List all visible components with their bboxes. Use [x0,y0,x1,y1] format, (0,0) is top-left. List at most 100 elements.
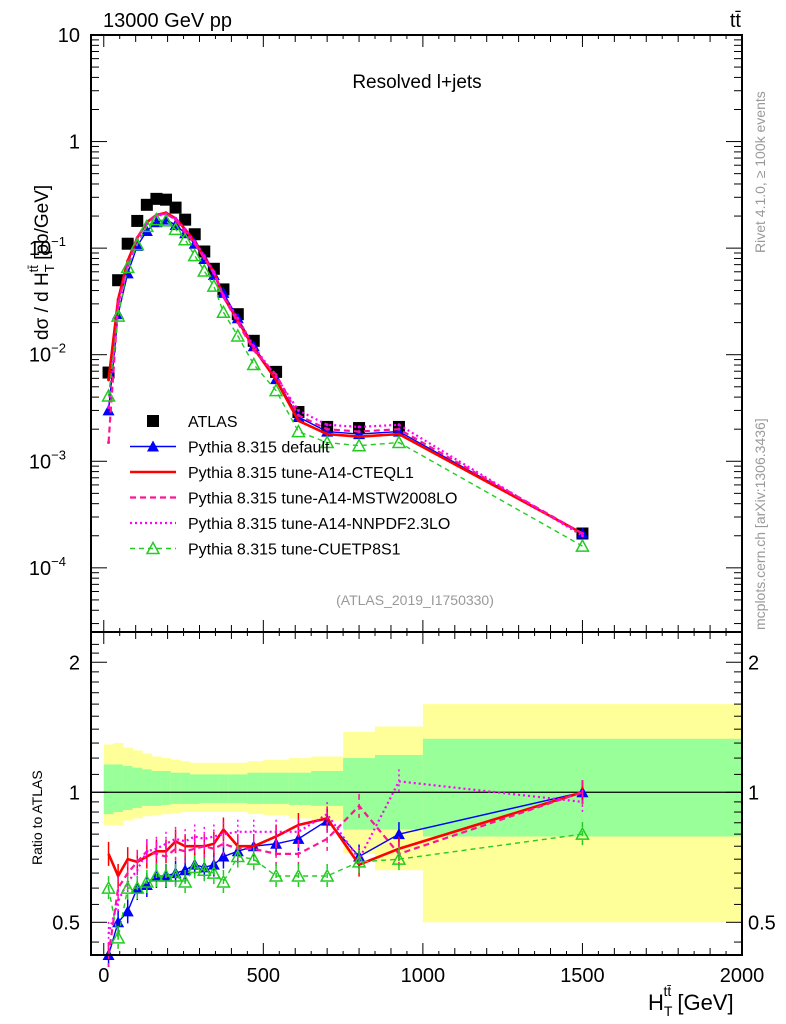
data-point [274,373,278,377]
y-tick-label: 10 [58,25,80,47]
x-tick-label: 1000 [401,965,446,987]
data-point [575,538,590,552]
green-band-bin [142,769,153,806]
ratio-panel-frame [90,631,743,956]
ratio-point [120,880,135,894]
y-tick-exponent: −3 [51,447,66,462]
ratio-point [216,874,231,888]
data-point [130,237,145,251]
ratio-point [149,868,164,882]
ratio-point [230,848,246,863]
green-band-bin [247,772,264,804]
legend-entry-pythia-8-315-tune-a14-mstw2008lo: Pythia 8.315 tune-A14-MSTW2008LO [130,491,457,508]
green-band-bin [263,772,290,804]
data-point [206,278,222,292]
series-line [107,213,584,537]
green-band-bin [209,774,220,803]
data-point [202,254,206,258]
data-point [397,427,401,431]
main-series-group [101,192,590,552]
ratio-point [292,832,305,844]
ratio-point [575,826,590,840]
ratio-point [158,868,174,882]
legend-marker-swatch [147,415,159,427]
data-point [174,216,178,220]
data-point [252,344,256,348]
series-pythia-8-315-tune-cuetp8s1 [101,212,590,552]
data-point [159,193,172,206]
green-band-bin [189,774,200,804]
data-point [236,316,240,320]
data-point [149,212,164,226]
data-point [139,218,155,233]
y-tick-label: 10−2 [29,341,66,367]
x-axis-label: HTtt̄ [GeV] [648,983,734,1019]
data-point [296,419,300,423]
green-band-bin [170,772,181,804]
legend-label: Pythia 8.315 tune-A14-MSTW2008LO [188,491,457,508]
ratio-point [319,868,335,882]
green-band-bin [122,766,133,810]
ratio-point [177,874,193,888]
ratio-y-axis-label: Ratio to ATLAS [29,770,45,865]
green-band-bin [113,764,124,813]
ratio-point [291,868,306,882]
main-y-axis-label-sub: T [42,264,57,272]
data-point [246,356,262,371]
green-band-bin [132,767,143,808]
data-point [212,270,216,274]
ratio-line [107,780,583,935]
series-atlas [102,192,589,540]
legend: ATLAS Pythia 8.315 default Pythia 8.315 tu… [130,414,457,559]
series-line [107,212,583,535]
ratio-y-tick-label: 2 [69,652,80,674]
ratio-point [110,930,126,944]
data-point [291,423,306,438]
ratio-series-group [101,769,590,967]
data-point [107,378,111,382]
y-tick-exponent: −1 [51,234,66,249]
green-band-bin [151,771,162,806]
data-point [391,434,407,449]
ratio-point [217,850,230,862]
data-point [216,304,231,319]
series-line [107,211,584,535]
data-point [397,432,401,436]
data-point [580,534,584,538]
legend-label: Pythia 8.315 tune-A14-CTEQL1 [188,465,414,482]
data-point [107,405,111,409]
ratio-point [246,851,262,865]
green-band-bin [311,771,344,806]
ratio-line [107,791,583,956]
legend-marker-swatch [145,540,161,555]
legend-label: Pythia 8.315 tune-CUETP8S1 [188,542,401,559]
legend-label: ATLAS [188,414,238,431]
ratio-point [197,862,212,876]
ratio-uncertainty-bands [91,704,743,923]
main-y-axis-label: dσ / d HTtt̄ [pb/GeV] [26,185,57,340]
data-point [168,221,183,236]
data-point [357,425,361,429]
data-point [325,427,329,431]
data-point [252,348,256,352]
ratio-point [351,854,367,868]
mcplots-label: mcplots.cern.ch [arXiv:1306.3436] [752,418,768,630]
main-y-axis-label-units: [pb/GeV] [32,185,53,265]
data-point [230,328,246,342]
series-pythia-8-315-tune-a14-nnpdf2-3lo [107,212,584,538]
data-point [197,263,212,277]
x-axis-label-units: [GeV] [671,990,733,1015]
x-tick-label: 500 [247,965,280,987]
axes-group: 0 500 1000 1500 2000 10 1 10−1 10−2 10−3 10−4 0.5 0.… [29,25,776,987]
data-point [357,435,361,439]
data-point [236,321,240,325]
panel-title: Resolved l+jets [352,72,481,93]
main-y-axis-label-sup: tt̄ [26,265,41,273]
ratio-series-pythia-8-315-tune-a14-nnpdf2-3lo [107,769,584,946]
data-point [325,432,329,436]
ratio-y-tick-label-right: 2 [748,652,759,674]
data-point [325,423,329,427]
data-point [397,423,401,427]
green-band-bin [199,774,210,803]
